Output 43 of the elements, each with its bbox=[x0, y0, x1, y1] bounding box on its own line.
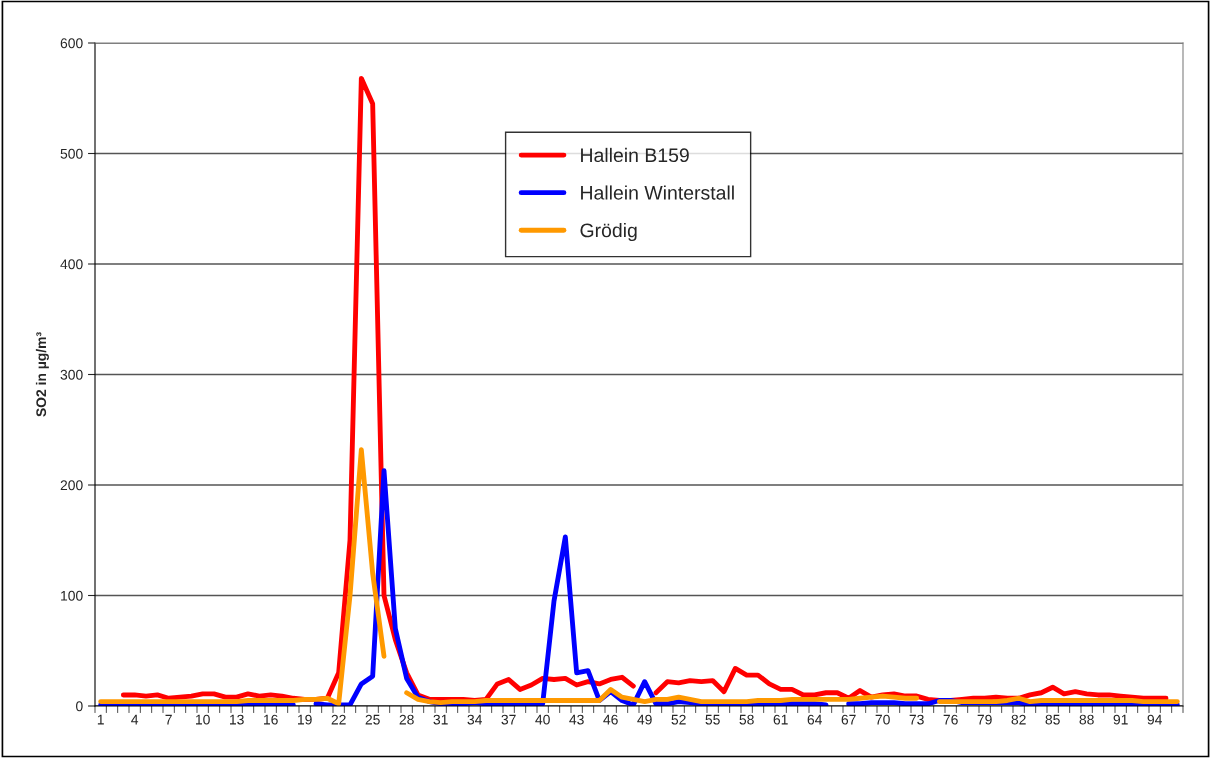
x-tick-label: 61 bbox=[773, 714, 788, 725]
x-tick-label: 16 bbox=[264, 714, 278, 725]
x-tick-label: 76 bbox=[943, 714, 958, 725]
x-tick-label: 58 bbox=[739, 714, 754, 725]
x-tick-label: 55 bbox=[705, 714, 720, 725]
y-axis-title: SO2 in µg/m³ bbox=[35, 332, 49, 417]
legend-label: Grödig bbox=[580, 222, 637, 242]
legend-label: Hallein Winterstall bbox=[581, 185, 734, 200]
y-tick-label: 500 bbox=[60, 148, 83, 159]
x-tick-label: 79 bbox=[977, 714, 992, 725]
x-tick-label: 40 bbox=[535, 714, 550, 725]
x-tick-label: 34 bbox=[467, 714, 482, 725]
x-tick-label: 19 bbox=[298, 714, 312, 725]
y-tick-label: 600 bbox=[60, 38, 83, 49]
x-tick-label: 28 bbox=[399, 714, 414, 725]
x-tick-label: 7 bbox=[165, 714, 172, 725]
x-tick-label: 1 bbox=[97, 714, 104, 725]
x-tick-label: 82 bbox=[1011, 714, 1026, 725]
y-tick-label: 100 bbox=[61, 590, 83, 601]
x-tick-label: 10 bbox=[196, 714, 210, 725]
x-tick-label: 13 bbox=[230, 714, 244, 725]
x-tick-label: 64 bbox=[807, 714, 822, 725]
x-tick-label: 25 bbox=[365, 714, 380, 725]
y-tick-label: 0 bbox=[76, 701, 83, 712]
x-tick-label: 31 bbox=[433, 714, 448, 725]
x-tick-label: 22 bbox=[331, 714, 346, 725]
x-tick-label: 85 bbox=[1045, 714, 1060, 725]
x-tick-label: 70 bbox=[875, 714, 890, 725]
x-tick-label: 4 bbox=[131, 714, 139, 725]
x-tick-label: 49 bbox=[637, 714, 652, 725]
x-tick-label: 46 bbox=[603, 714, 618, 725]
y-tick-label: 400 bbox=[60, 259, 83, 270]
x-tick-label: 43 bbox=[569, 714, 584, 725]
x-tick-label: 91 bbox=[1113, 714, 1128, 725]
x-tick-label: 88 bbox=[1079, 714, 1094, 725]
x-tick-label: 37 bbox=[501, 714, 516, 725]
y-tick-label: 300 bbox=[60, 369, 83, 380]
legend-label: Hallein B159 bbox=[581, 147, 689, 163]
x-tick-label: 73 bbox=[909, 714, 924, 725]
x-tick-label: 52 bbox=[671, 714, 686, 725]
x-tick-label: 67 bbox=[841, 714, 856, 725]
y-tick-label: 200 bbox=[60, 480, 83, 491]
x-tick-label: 94 bbox=[1147, 714, 1162, 725]
